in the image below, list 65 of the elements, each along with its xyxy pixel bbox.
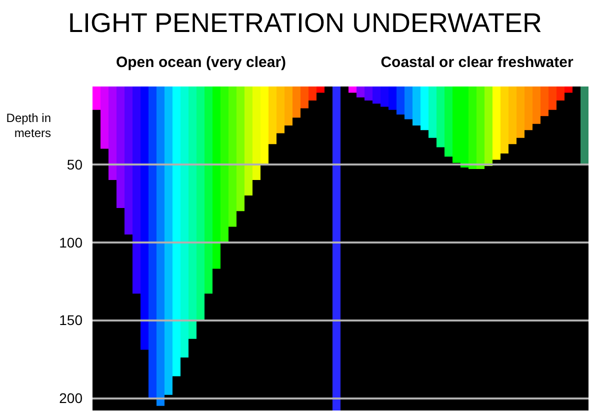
bar (428, 86, 436, 138)
bar (492, 86, 500, 160)
bar (500, 86, 508, 154)
bar (180, 86, 188, 358)
bar (276, 86, 284, 134)
bar (132, 86, 140, 294)
bar (148, 86, 156, 398)
bar (292, 86, 300, 118)
text: Open ocean (very clear) (116, 53, 286, 73)
bar (268, 86, 276, 144)
bar (260, 86, 268, 164)
bar (420, 86, 428, 130)
y-tick-label: 150 (59, 312, 83, 328)
bar (508, 86, 516, 144)
bar (540, 86, 548, 116)
bar (188, 86, 196, 339)
bar (580, 86, 588, 164)
bar (212, 86, 220, 269)
bar (348, 86, 356, 93)
bar (252, 86, 260, 180)
bar (476, 86, 484, 170)
bar (236, 86, 244, 212)
bar (244, 86, 252, 196)
bar (436, 86, 444, 148)
bar (308, 86, 316, 101)
bar (388, 86, 396, 110)
y-tick-label: 100 (59, 234, 83, 250)
y-tick-label: 50 (66, 156, 83, 172)
bar (532, 86, 540, 124)
y-tick-label: 200 (59, 390, 83, 406)
bar (444, 86, 452, 157)
bar (228, 86, 236, 227)
bar (516, 86, 524, 138)
bar (372, 86, 380, 104)
bar (124, 86, 132, 234)
bar (92, 86, 100, 110)
bar (556, 86, 564, 101)
y-axis-title: Depth in meters (6, 111, 51, 141)
bar (364, 86, 372, 101)
bar (380, 86, 388, 107)
text: Coastal or clear freshwater (380, 53, 574, 73)
bar (468, 86, 476, 170)
bar (140, 86, 148, 350)
bar (100, 86, 108, 149)
bar (156, 86, 164, 406)
bar (524, 86, 532, 130)
bar (164, 86, 172, 395)
bar (412, 86, 420, 126)
bar (300, 86, 308, 108)
chart-title: LIGHT PENETRATION UNDERWATER (68, 7, 542, 40)
bar (548, 86, 556, 110)
bar (284, 86, 292, 126)
bar (404, 86, 412, 120)
bar (564, 86, 572, 93)
bar (484, 86, 492, 166)
bar (332, 86, 340, 410)
bar (108, 86, 116, 180)
bar (172, 86, 180, 376)
bar (116, 86, 124, 208)
bar (196, 86, 204, 320)
bar (204, 86, 212, 294)
bar (396, 86, 404, 115)
bar (356, 86, 364, 98)
bar (220, 86, 228, 242)
bar (316, 86, 324, 93)
